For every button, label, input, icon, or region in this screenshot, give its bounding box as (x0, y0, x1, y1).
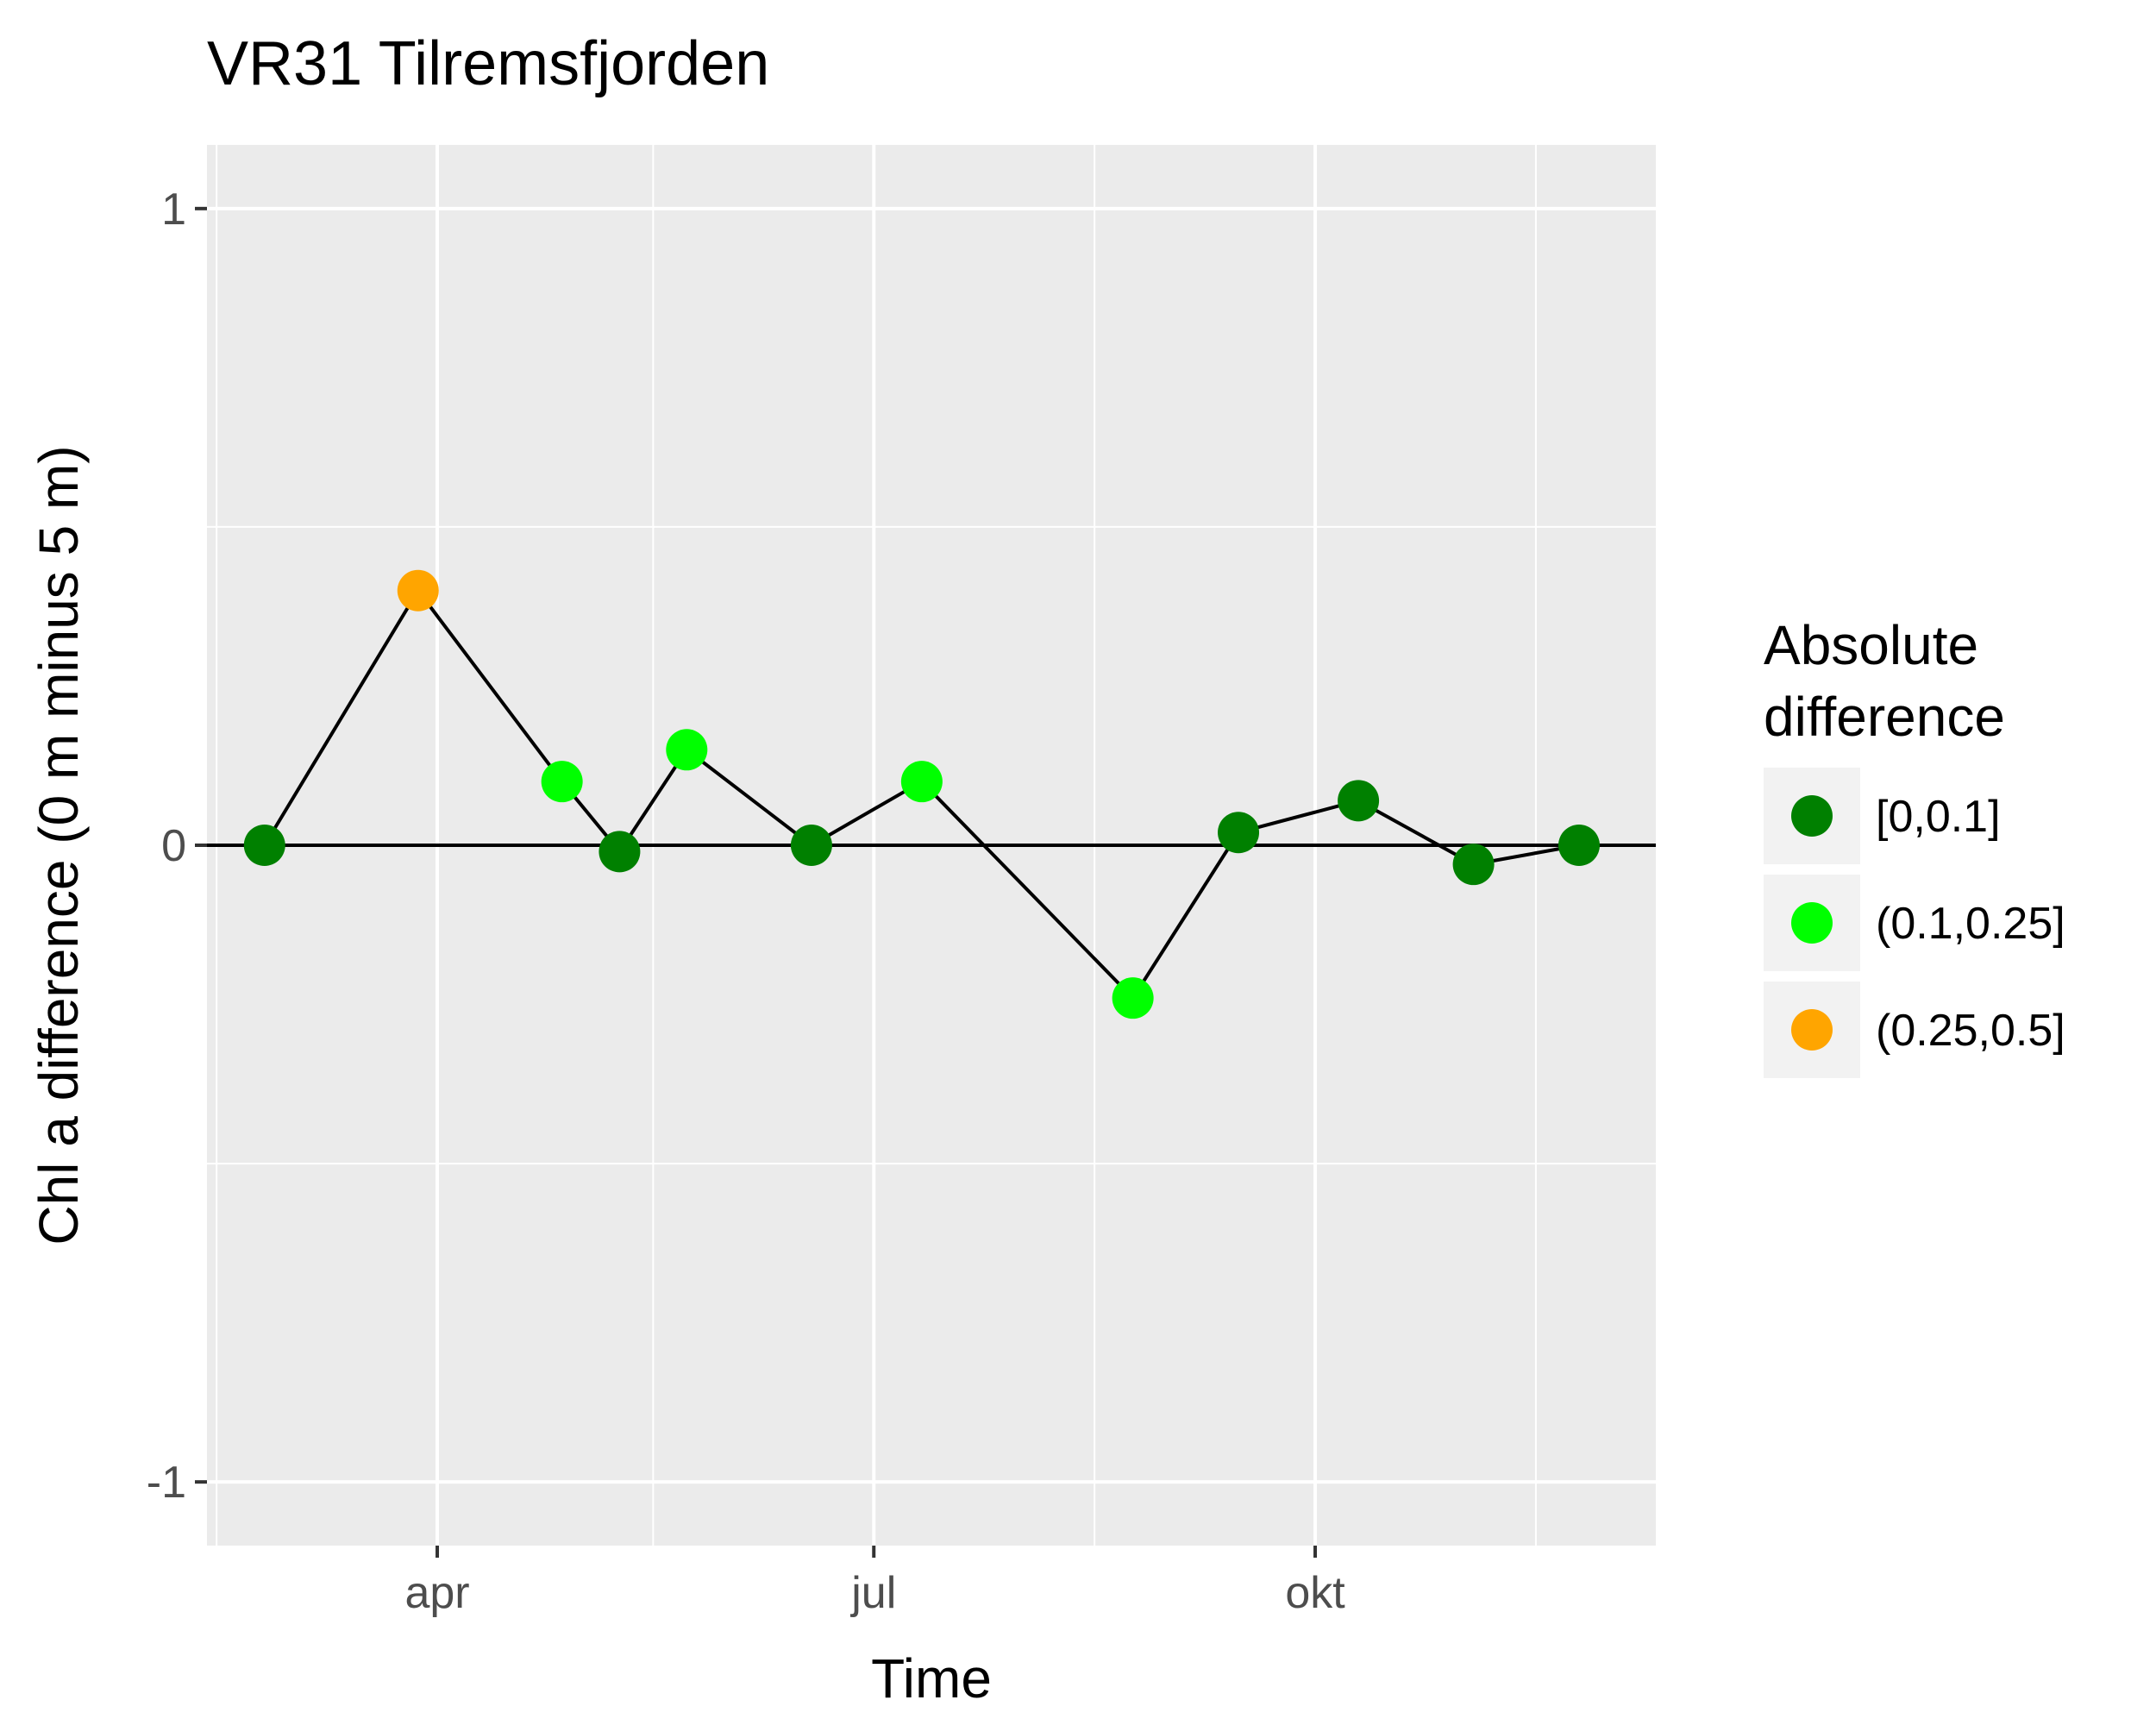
legend-key-swatch (1791, 795, 1833, 837)
data-point (1452, 844, 1495, 886)
data-point (541, 761, 583, 803)
data-point (900, 761, 943, 803)
data-point (790, 825, 832, 866)
legend-title-line-1: Absolute (1764, 614, 1978, 676)
data-point (1218, 812, 1260, 854)
legend-key-swatch (1791, 1009, 1833, 1051)
legend-key-label: (0.25,0.5] (1876, 1006, 2065, 1056)
legend-keys: [0,0.1] (0.1,0.25] (0.25,0.5] (1764, 768, 2065, 1078)
chart-title: VR31 Tilremsfjorden (207, 29, 769, 98)
y-tick-label: 0 (161, 821, 186, 871)
x-tick-label: okt (1285, 1568, 1345, 1618)
y-tick-label: 1 (161, 185, 186, 235)
data-point (599, 831, 641, 873)
y-axis-label: Chl a difference (0 m minus 5 m) (28, 445, 90, 1245)
legend-key-label: [0,0.1] (1876, 792, 2001, 842)
x-tick-label: apr (404, 1568, 469, 1618)
data-point (1338, 780, 1380, 822)
data-points (243, 569, 1600, 1019)
data-point (1112, 977, 1154, 1019)
y-axis: -1 0 1 (147, 185, 207, 1508)
x-tick-label: jul (849, 1568, 896, 1618)
data-point (666, 729, 708, 771)
data-point (397, 569, 439, 612)
x-axis: apr jul okt (404, 1546, 1345, 1618)
legend-key-label: (0.1,0.25] (1876, 899, 2065, 949)
legend: Absolute difference [0,0.1] (0.1,0.25] (0.… (1764, 614, 2065, 1078)
legend-title-line-2: difference (1764, 686, 2005, 748)
legend-key-swatch (1791, 902, 1833, 944)
series-line (263, 588, 1580, 1000)
x-axis-label: Time (871, 1647, 992, 1709)
data-point (1557, 825, 1600, 866)
y-tick-label: -1 (147, 1458, 186, 1508)
data-point (243, 825, 285, 866)
